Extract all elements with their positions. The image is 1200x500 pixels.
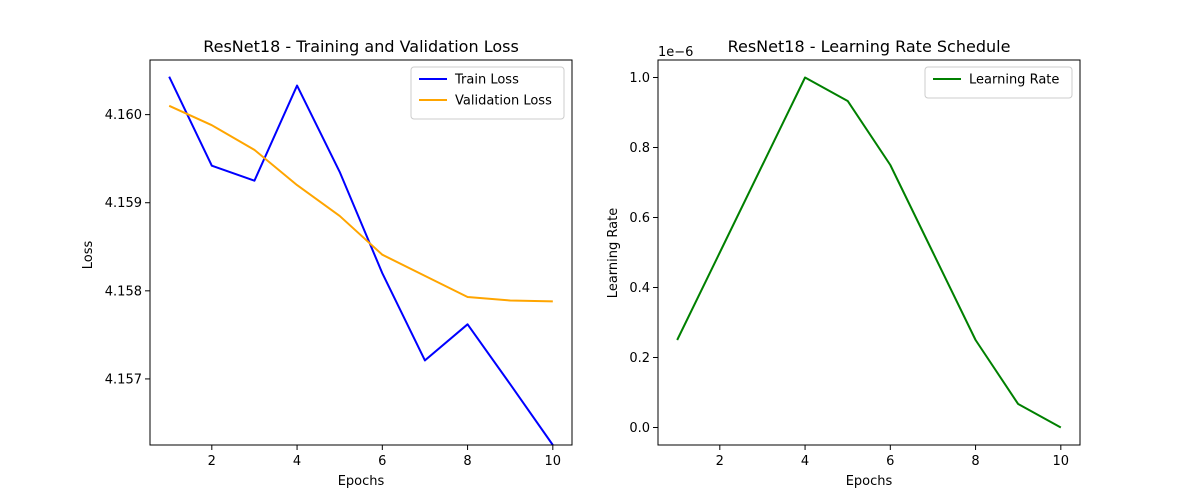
lr-chart-ylabel: Learning Rate: [606, 208, 621, 298]
lr-chart-xtick-label: 10: [1053, 454, 1070, 469]
lr-chart-offset-label: 1e−6: [658, 45, 693, 60]
lr-chart-series-learning-rate-line: [676, 76, 1062, 429]
lr-chart-ytick-label: 0.0: [629, 421, 650, 436]
lr-chart-ytick-label: 0.6: [629, 211, 650, 226]
lr-chart-frame: [657, 59, 1081, 446]
lr-chart-lines: [676, 76, 1062, 429]
loss-chart-xtick-label: 8: [463, 454, 471, 469]
loss-chart-ylabel: Loss: [81, 241, 96, 270]
lr-chart-legend: Learning Rate: [924, 66, 1073, 99]
loss-chart-legend-frame: [410, 66, 565, 120]
lr-chart-ytick-label: 1.0: [629, 71, 650, 86]
lr-chart: ResNet18 - Learning Rate Schedule 1e−6 E…: [606, 37, 1081, 489]
lr-chart-legend-frame: [924, 66, 1073, 99]
loss-chart-ytick-label: 4.160: [105, 108, 142, 123]
loss-chart-legend: Train Loss Validation Loss: [410, 66, 565, 120]
loss-chart-ytick-label: 4.159: [105, 196, 142, 211]
loss-chart-ytick-label: 4.158: [105, 284, 142, 299]
lr-chart-xtick-label: 4: [801, 454, 809, 469]
loss-chart-series-validation-loss-line: [168, 104, 553, 303]
loss-chart-lines: [168, 76, 554, 446]
loss-chart-ticks: 2 4 6 8 10 4.157 4.158 4.159 4.160: [105, 108, 561, 469]
loss-chart-xtick-label: 10: [545, 454, 562, 469]
loss-chart: ResNet18 - Training and Validation Loss …: [81, 37, 573, 489]
loss-chart-frame: [149, 59, 573, 446]
lr-chart-xlabel: Epochs: [846, 474, 893, 489]
lr-chart-xtick-label: 6: [886, 454, 894, 469]
loss-chart-xlabel: Epochs: [338, 474, 385, 489]
lr-chart-ytick-label: 0.8: [629, 141, 650, 156]
loss-chart-legend-label-validation-loss: Validation Loss: [455, 94, 552, 109]
loss-chart-legend-label-train-loss: Train Loss: [454, 73, 519, 88]
loss-chart-series-train-loss-line: [168, 76, 554, 446]
lr-chart-legend-label-learning-rate: Learning Rate: [969, 73, 1059, 88]
lr-chart-ticks: 2 4 6 8 10 0.0 0.2 0.4 0.6 0.8 1.0: [629, 71, 1069, 469]
loss-chart-title: ResNet18 - Training and Validation Loss: [203, 37, 519, 56]
lr-chart-xtick-label: 2: [716, 454, 724, 469]
lr-chart-ytick-label: 0.2: [629, 351, 650, 366]
lr-chart-ytick-label: 0.4: [629, 281, 650, 296]
lr-chart-xtick-label: 8: [971, 454, 979, 469]
lr-chart-title: ResNet18 - Learning Rate Schedule: [728, 37, 1011, 56]
loss-chart-xtick-label: 6: [378, 454, 386, 469]
loss-chart-xtick-label: 4: [293, 454, 301, 469]
loss-chart-xtick-label: 2: [208, 454, 216, 469]
loss-chart-ytick-label: 4.157: [105, 372, 142, 387]
